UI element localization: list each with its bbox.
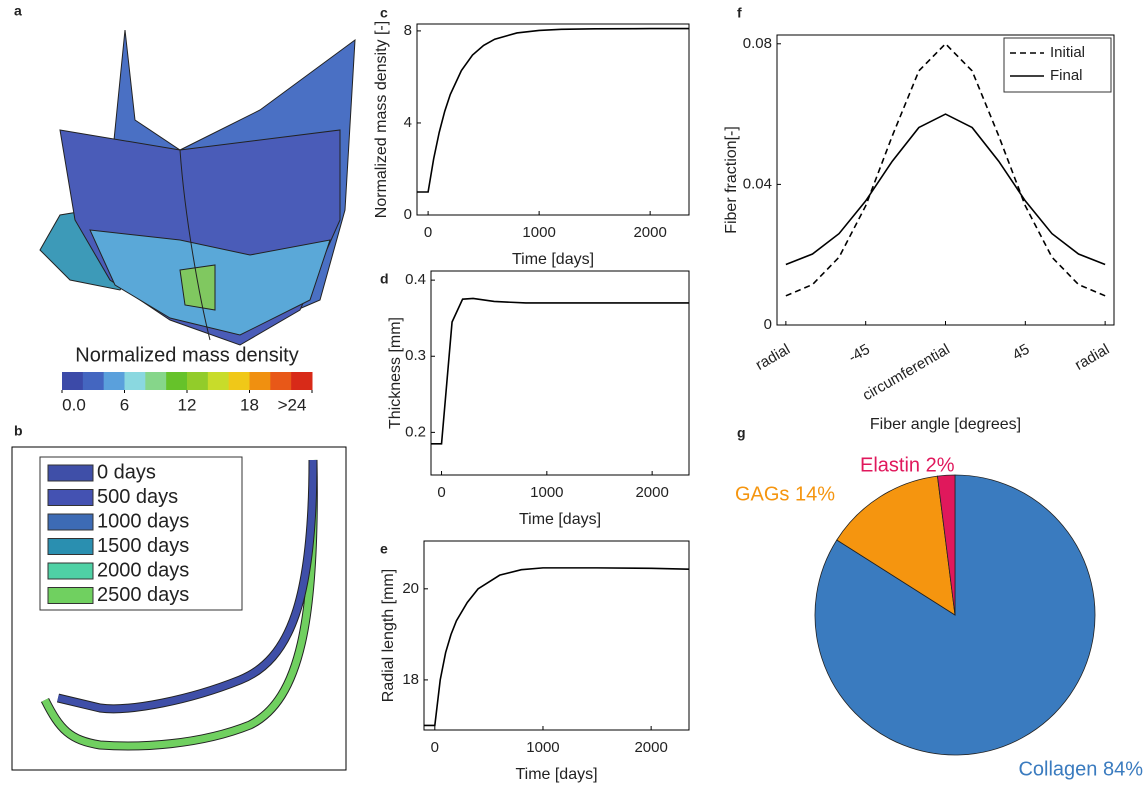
colorbar-segment <box>228 372 250 390</box>
legend-swatch <box>47 513 94 531</box>
y-axis-label: Fiber fraction[-] <box>723 126 740 234</box>
legend-box <box>1003 37 1112 93</box>
legend-label: Final <box>1050 67 1083 84</box>
y-tick-label: 18 <box>402 671 419 688</box>
panel-frame <box>11 446 347 771</box>
heart-valve-render <box>39 29 356 346</box>
pie-label: Collagen 84% <box>1018 758 1143 780</box>
x-axis-label: Time [days] <box>515 766 597 783</box>
y-axis-label: Radial length [mm] <box>380 569 397 702</box>
panel-label: d <box>380 271 389 287</box>
panel-label: b <box>14 423 23 439</box>
y-tick-label: 20 <box>402 580 419 597</box>
line-series <box>785 113 1106 266</box>
x-tick-label: 1000 <box>530 484 563 501</box>
panel-label: a <box>14 3 22 19</box>
pie-slice <box>937 474 956 616</box>
legend-label: Initial <box>1050 44 1085 61</box>
x-tick-label: 0 <box>424 224 432 241</box>
panel-label: g <box>737 425 746 441</box>
legend-label: 1500 days <box>97 535 189 557</box>
plot-frame <box>430 270 690 476</box>
y-axis-label: Thickness [mm] <box>387 317 404 429</box>
y-tick-label: 0.3 <box>405 347 426 364</box>
colorbar-tick-label: 6 <box>120 395 129 414</box>
colorbar-tick-label: 0.0 <box>62 395 86 414</box>
colorbar-segment <box>291 372 313 390</box>
x-tick-label: 2000 <box>634 739 667 756</box>
x-tick-label: -45 <box>846 341 873 367</box>
legend-label: 0 days <box>97 461 156 483</box>
legend-swatch <box>47 587 94 604</box>
x-tick-label: 2000 <box>635 484 668 501</box>
y-tick-label: 4 <box>404 114 412 131</box>
y-tick-label: 0 <box>404 206 412 223</box>
y-tick-label: 0.4 <box>405 271 426 288</box>
line-series <box>417 27 689 193</box>
x-tick-label: radial <box>753 341 793 374</box>
plot-frame <box>423 540 690 731</box>
colorbar-segment <box>187 372 209 390</box>
legend-label: 1000 days <box>97 510 189 532</box>
legend-label: 500 days <box>97 486 178 508</box>
line-series <box>431 297 689 445</box>
x-tick-label: circumferential <box>860 341 953 404</box>
x-tick-label: 0 <box>437 484 445 501</box>
colorbar-segment <box>124 372 146 390</box>
render-shape <box>179 264 216 311</box>
x-axis-label: Time [days] <box>512 251 594 268</box>
colorbar-segment <box>103 372 125 390</box>
colorbar-segment <box>145 372 167 390</box>
x-tick-label: 2000 <box>633 224 666 241</box>
panel-label: c <box>380 5 388 21</box>
colorbar-tick-label: 18 <box>240 395 259 414</box>
colorbar-segment <box>82 372 105 390</box>
colorbar-segment <box>249 372 271 390</box>
plot-frame <box>416 23 690 216</box>
legend-box <box>39 456 243 611</box>
line-series <box>424 567 690 727</box>
x-tick-label: 1000 <box>522 224 555 241</box>
y-tick-label: 0.2 <box>405 423 426 440</box>
panel-label: e <box>380 541 388 557</box>
legend-swatch <box>47 489 94 506</box>
y-tick-label: 0.08 <box>743 35 772 52</box>
profile <box>41 459 317 750</box>
y-tick-label: 0.04 <box>743 175 772 192</box>
x-axis-label: Time [days] <box>519 511 601 528</box>
legend-label: 2500 days <box>97 584 189 606</box>
pie-slice <box>814 474 1096 756</box>
x-tick-label: radial <box>1072 341 1112 374</box>
y-tick-label: 0 <box>764 316 772 333</box>
legend-swatch <box>47 464 94 482</box>
pie-label: GAGs 14% <box>735 483 835 505</box>
x-tick-label: 0 <box>431 739 439 756</box>
x-axis-label: Fiber angle [degrees] <box>870 416 1021 433</box>
y-axis-label: Normalized mass density [-] <box>373 21 390 218</box>
pie-slice <box>836 475 956 616</box>
legend-swatch <box>47 538 94 555</box>
legend-swatch <box>47 562 94 580</box>
colorbar-tick-label: 12 <box>178 395 197 414</box>
colorbar-segment <box>166 372 188 390</box>
x-tick-label: 1000 <box>526 739 559 756</box>
x-tick-label: 45 <box>1010 341 1033 364</box>
colorbar-segment <box>62 372 84 390</box>
colorbar-segment <box>207 372 230 390</box>
pie-label: Elastin 2% <box>860 454 955 476</box>
colorbar-segment <box>270 372 292 390</box>
colorbar-tick-label: >24 <box>278 395 307 414</box>
colorbar-title: Normalized mass density <box>75 344 298 366</box>
panel-label: f <box>737 5 742 21</box>
render-edge <box>179 149 211 341</box>
profile <box>57 459 317 713</box>
legend-label: 2000 days <box>97 559 189 581</box>
y-tick-label: 8 <box>404 22 412 39</box>
